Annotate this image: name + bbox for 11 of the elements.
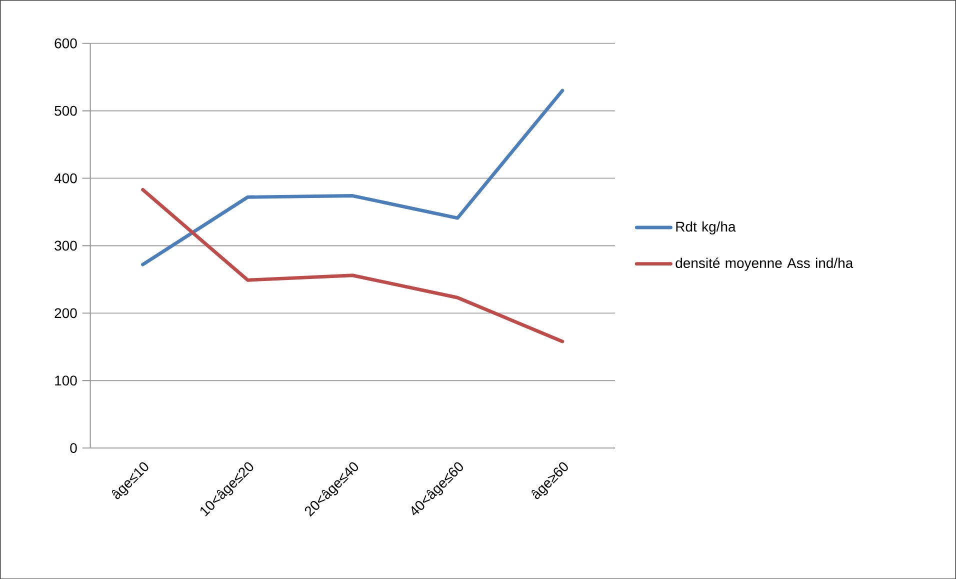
line-series (141, 188, 564, 344)
y-tick-label: 200 (54, 308, 77, 318)
legend-label: densité moyenne Ass ind/ha (676, 257, 854, 271)
y-tick-label: 500 (54, 106, 77, 116)
y-tick-label: 600 (54, 38, 77, 48)
line-series (141, 88, 564, 266)
y-tick-label: 100 (55, 375, 77, 386)
y-tick-label: 0 (70, 442, 77, 453)
y-tick-label: 400 (54, 173, 77, 184)
legend-label: Rdt kg/ha (676, 221, 736, 234)
y-tick-label: 300 (54, 240, 77, 251)
